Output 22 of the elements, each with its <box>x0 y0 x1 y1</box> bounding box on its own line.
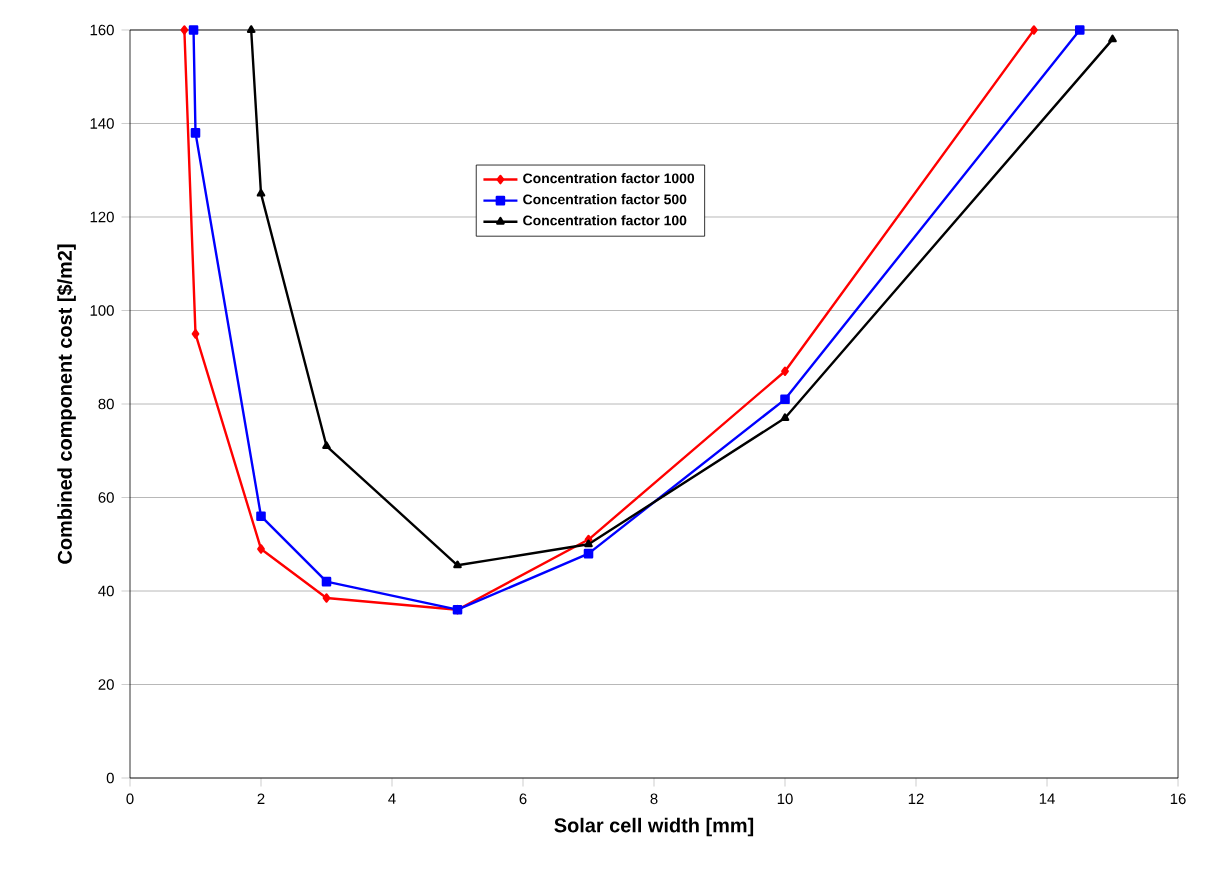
point <box>321 576 332 587</box>
y-axis-title: Combined component cost [$/m2] <box>56 244 76 564</box>
point <box>781 366 789 377</box>
point <box>191 329 200 339</box>
point <box>256 511 266 521</box>
point <box>256 188 266 197</box>
point <box>453 560 462 569</box>
point <box>584 539 593 548</box>
point <box>780 394 790 405</box>
point <box>1108 34 1117 43</box>
point <box>246 25 256 33</box>
point <box>188 25 199 35</box>
x-axis-title: Solar cell width [mm] <box>554 817 754 837</box>
point <box>257 544 265 554</box>
point <box>1030 25 1038 35</box>
point <box>322 441 331 450</box>
point <box>322 593 331 603</box>
point <box>180 25 189 35</box>
point <box>780 413 790 422</box>
point <box>190 128 201 138</box>
point <box>1074 25 1085 35</box>
point <box>583 548 594 559</box>
